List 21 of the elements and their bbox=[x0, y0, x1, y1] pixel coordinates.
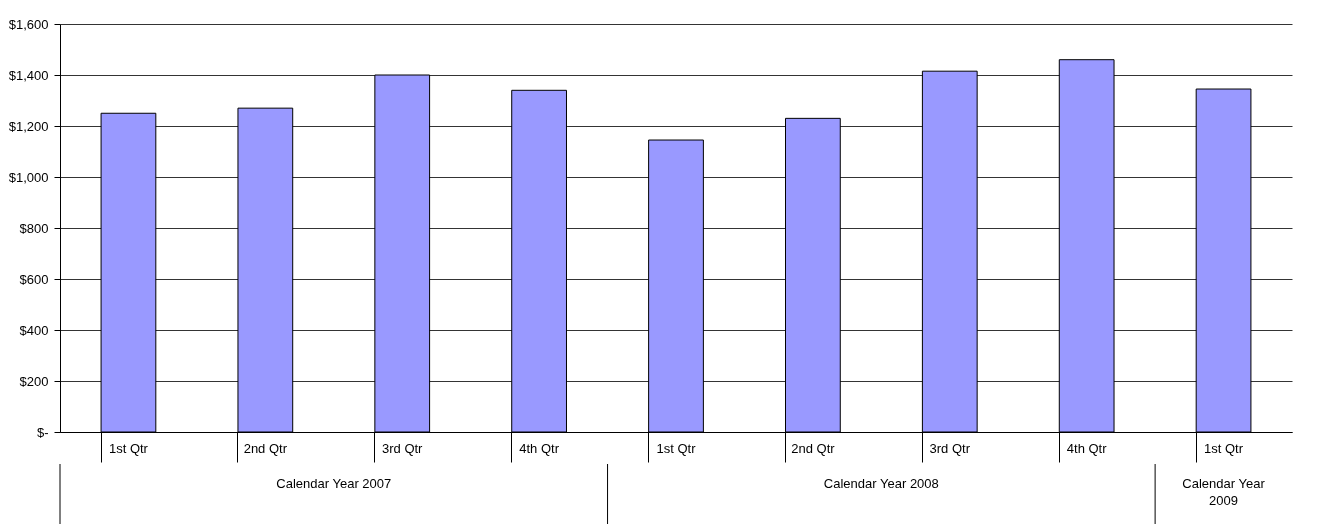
y-tick-label: $1,600 bbox=[8, 16, 49, 32]
x-tick-label: 3rd Qtr bbox=[381, 440, 424, 456]
y-tick-label: $800 bbox=[19, 220, 49, 236]
text: Calendar Year 2007 bbox=[276, 476, 392, 491]
x-tick-label: 3rd Qtr bbox=[929, 440, 971, 456]
x-tick-label: 1st Qtr bbox=[108, 440, 149, 456]
y-tick-label: $400 bbox=[19, 322, 49, 338]
text: Calendar Year 2008 bbox=[823, 476, 939, 491]
y-tick-label: $1,400 bbox=[8, 67, 49, 83]
x-tick-label: 1st Qtr bbox=[656, 440, 697, 456]
x-tick-label: 2nd Qtr bbox=[791, 440, 836, 456]
y-tick-label: $200 bbox=[19, 373, 49, 389]
y-tick-label: $1,000 bbox=[8, 169, 49, 185]
y-tick-label: $600 bbox=[19, 271, 49, 287]
y-tick-label: $1,200 bbox=[8, 118, 49, 134]
text: Calendar Year 2009 bbox=[1182, 476, 1266, 508]
x-tick-label: 1st Qtr bbox=[1204, 440, 1244, 456]
x-tick-label: 2nd Qtr bbox=[243, 440, 288, 456]
x-tick-label: 4th Qtr bbox=[519, 440, 560, 456]
y-tick-label: $- bbox=[36, 424, 49, 440]
x-tick-label: 4th Qtr bbox=[1066, 440, 1108, 456]
